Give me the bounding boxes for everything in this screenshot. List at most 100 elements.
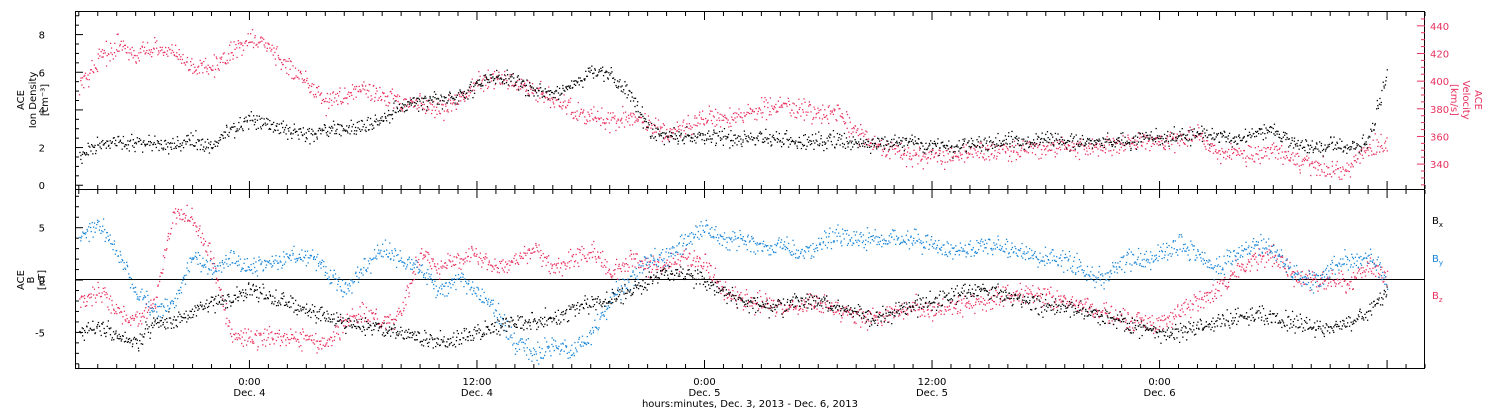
density-point: [458, 92, 459, 93]
velocity-point: [829, 105, 830, 106]
density-point: [736, 144, 737, 145]
density-point: [1029, 146, 1030, 147]
bz-point: [474, 256, 475, 257]
bz-point: [472, 249, 473, 250]
velocity-point: [290, 69, 291, 70]
density-point: [487, 79, 488, 80]
velocity-point: [889, 158, 890, 159]
density-point: [1192, 135, 1193, 136]
bz-point: [978, 298, 979, 299]
bz-point: [473, 254, 474, 255]
bz-point: [128, 320, 129, 321]
velocity-point: [828, 123, 829, 124]
velocity-point: [425, 113, 426, 114]
density-point: [994, 144, 995, 145]
velocity-point: [521, 84, 522, 85]
bz-point: [938, 311, 939, 312]
velocity-point: [621, 119, 622, 120]
density-point: [127, 140, 128, 141]
density-point: [618, 86, 619, 87]
bz-point: [954, 307, 955, 308]
density-point: [933, 143, 934, 144]
velocity-point: [314, 96, 315, 97]
velocity-point: [421, 103, 422, 104]
bz-point: [347, 314, 348, 315]
velocity-point: [506, 80, 507, 81]
velocity-point: [1335, 169, 1336, 170]
velocity-point: [628, 115, 629, 116]
bz-point: [129, 322, 130, 323]
velocity-tick-label: 400: [1430, 77, 1449, 88]
density-point: [450, 93, 451, 94]
velocity-point: [819, 118, 820, 119]
density-point: [1021, 145, 1022, 146]
velocity-point: [1025, 150, 1026, 151]
velocity-point: [488, 86, 489, 87]
density-point: [191, 144, 192, 145]
bz-point: [664, 264, 665, 265]
bz-point: [582, 254, 583, 255]
bz-point: [1025, 290, 1026, 291]
density-point: [958, 151, 959, 152]
bz-point: [491, 265, 492, 266]
velocity-point: [863, 136, 864, 137]
velocity-point: [605, 129, 606, 130]
velocity-point: [79, 94, 80, 95]
density-point: [1057, 133, 1058, 134]
bz-point: [114, 313, 115, 314]
density-point: [363, 126, 364, 127]
velocity-point: [955, 155, 956, 156]
density-point: [1194, 128, 1195, 129]
density-point: [744, 134, 745, 135]
density-point: [1296, 143, 1297, 144]
bz-point: [271, 331, 272, 332]
velocity-point: [294, 77, 295, 78]
density-point: [263, 124, 264, 125]
velocity-point: [315, 94, 316, 95]
density-point: [526, 79, 527, 80]
density-point: [1044, 139, 1045, 140]
bz-point: [290, 339, 291, 340]
velocity-point: [991, 153, 992, 154]
bz-point: [960, 310, 961, 311]
density-point: [805, 149, 806, 150]
density-point: [614, 79, 615, 80]
bz-point: [242, 337, 243, 338]
density-point: [819, 143, 820, 144]
density-point: [790, 144, 791, 145]
bz-point: [512, 261, 513, 262]
bz-point: [334, 336, 335, 337]
velocity-point: [292, 65, 293, 66]
velocity-point: [1235, 149, 1236, 150]
velocity-point: [1051, 150, 1052, 151]
bz-point: [336, 325, 337, 326]
velocity-point: [1163, 147, 1164, 148]
velocity-point: [762, 117, 763, 118]
velocity-point: [869, 145, 870, 146]
velocity-point: [809, 101, 810, 102]
bz-point: [533, 248, 534, 249]
bz-point: [899, 309, 900, 310]
density-point: [330, 128, 331, 129]
density-point: [1253, 133, 1254, 134]
bz-point: [1030, 291, 1031, 292]
density-point: [878, 138, 879, 139]
bz-point: [837, 302, 838, 303]
velocity-point: [1016, 159, 1017, 160]
density-point: [1036, 133, 1037, 134]
velocity-point: [742, 120, 743, 121]
bz-point: [163, 255, 164, 256]
density-point: [317, 138, 318, 139]
density-point: [779, 133, 780, 134]
velocity-point: [97, 71, 98, 72]
density-point: [1281, 138, 1282, 139]
velocity-point: [1089, 148, 1090, 149]
velocity-point: [356, 97, 357, 98]
density-point: [464, 91, 465, 92]
density-point: [681, 133, 682, 134]
velocity-point: [901, 155, 902, 156]
density-point: [677, 138, 678, 139]
density-point: [700, 133, 701, 134]
velocity-point: [915, 152, 916, 153]
density-point: [735, 138, 736, 139]
